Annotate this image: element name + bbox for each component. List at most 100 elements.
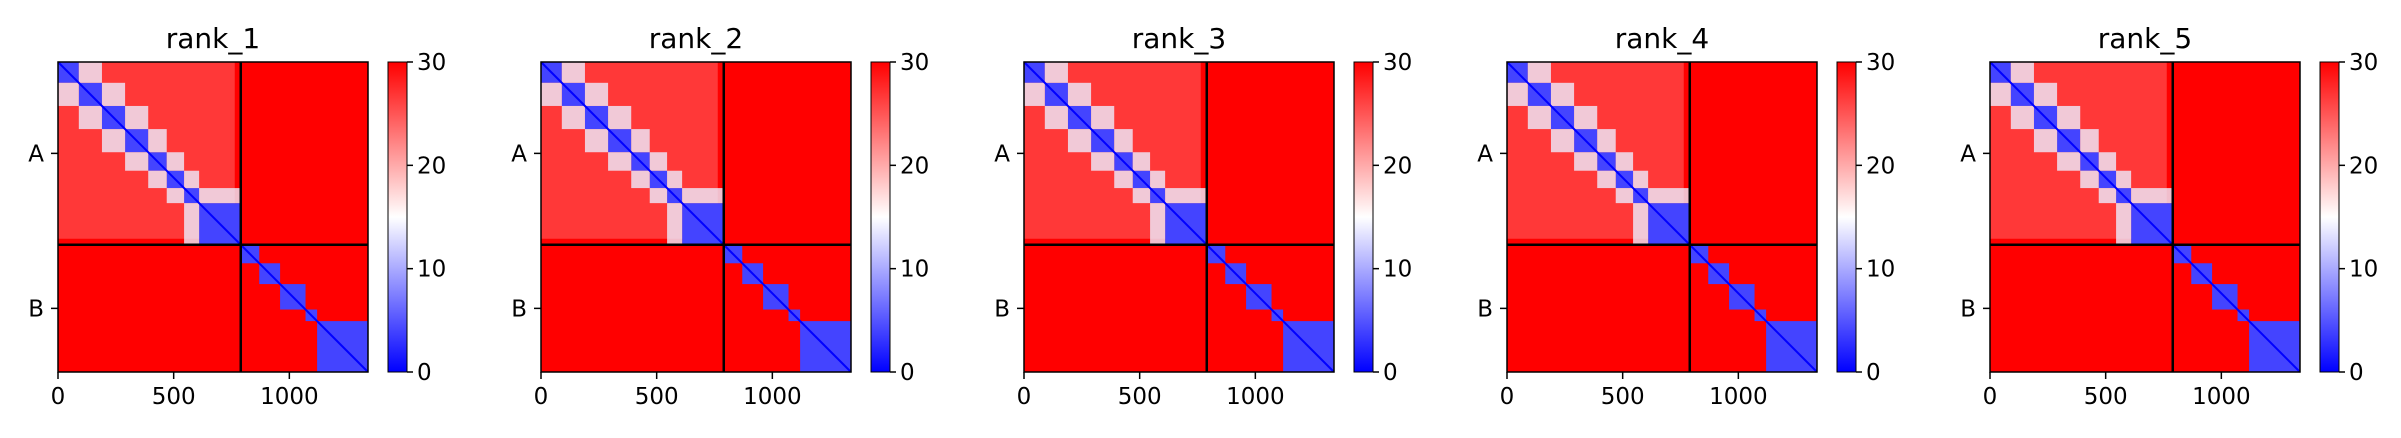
chain-label: A xyxy=(994,141,1010,167)
chain-label: B xyxy=(994,296,1010,322)
domain-coupling xyxy=(584,129,609,153)
x-tick-label: 0 xyxy=(534,384,549,410)
panel-frame xyxy=(540,61,852,373)
domain-coupling xyxy=(1527,62,1551,83)
domain-coupling xyxy=(101,129,126,153)
domain-coupling xyxy=(1114,170,1133,189)
domain-coupling xyxy=(608,152,632,171)
diagonal-line xyxy=(1989,61,2301,373)
panel-frame xyxy=(1989,61,2301,373)
domain-coupling xyxy=(78,62,102,83)
domain-coupling xyxy=(2098,152,2117,171)
colorbar-tick-label: 10 xyxy=(417,257,446,283)
colorbar-tick-label: 20 xyxy=(1866,153,1895,179)
domain-coupling xyxy=(2116,170,2132,189)
domain-coupling xyxy=(1150,203,1166,245)
domain-coupling xyxy=(2080,170,2099,189)
x-tick-label: 1000 xyxy=(2192,384,2251,410)
colorbar-tick-label: 20 xyxy=(900,153,929,179)
colorbar-tick-label: 30 xyxy=(1383,50,1412,76)
heatmap-panel-3: rank_3 0 500 1000 A B 0 10 20 30 xyxy=(994,22,1412,410)
colorbar-tick-label: 30 xyxy=(900,50,929,76)
domain-coupling xyxy=(2057,152,2081,171)
panel-frame xyxy=(57,61,369,373)
colorbar-tick-label: 0 xyxy=(900,360,915,386)
domain-coupling xyxy=(1132,152,1151,171)
x-tick-label: 500 xyxy=(2084,384,2128,410)
domain-coupling xyxy=(1615,152,1634,171)
diagonal-line xyxy=(57,61,369,373)
domain-coupling xyxy=(1150,170,1166,189)
domain-coupling xyxy=(561,105,585,130)
domain-coupling xyxy=(1648,188,1690,204)
domain-coupling xyxy=(1633,203,1649,245)
colorbar-tick-label: 10 xyxy=(900,257,929,283)
domain-coupling xyxy=(199,188,241,204)
domain-coupling xyxy=(1550,129,1575,153)
domain-coupling xyxy=(2080,129,2099,153)
domain-coupling xyxy=(631,170,650,189)
panel-title: rank_2 xyxy=(649,22,743,55)
colorbar-tick-label: 0 xyxy=(1383,360,1398,386)
domain-coupling xyxy=(2010,62,2034,83)
domain-coupling xyxy=(541,82,562,106)
domain-coupling xyxy=(1615,188,1634,204)
domain-coupling xyxy=(649,152,668,171)
colorbar-tick-label: 0 xyxy=(2349,360,2364,386)
panel-frame xyxy=(1023,61,1335,373)
domain-coupling xyxy=(78,105,102,130)
chain-label: B xyxy=(1960,296,1976,322)
domain-coupling xyxy=(1990,82,2011,106)
x-tick-label: 0 xyxy=(1017,384,1032,410)
domain-coupling xyxy=(649,188,668,204)
domain-coupling xyxy=(561,62,585,83)
domain-coupling xyxy=(166,152,185,171)
panel-frame xyxy=(1506,61,1818,373)
domain-coupling xyxy=(1044,105,1068,130)
domain-coupling xyxy=(1044,62,1068,83)
x-tick-label: 1000 xyxy=(1226,384,1285,410)
domain-coupling xyxy=(2057,105,2081,130)
heatmap-panel-2: rank_2 0 500 1000 A B 0 10 20 30 xyxy=(511,22,929,410)
panel-title: rank_1 xyxy=(166,22,260,55)
x-tick-label: 500 xyxy=(152,384,196,410)
colorbar-tick-label: 20 xyxy=(2349,153,2378,179)
chain-label: A xyxy=(1477,141,1493,167)
domain-coupling xyxy=(1132,188,1151,204)
heatmap-panel-5: rank_5 0 500 1000 A B 0 10 20 30 xyxy=(1960,22,2378,410)
domain-coupling xyxy=(1633,170,1649,189)
domain-coupling xyxy=(2033,129,2058,153)
colorbar xyxy=(870,61,891,373)
colorbar xyxy=(2319,61,2340,373)
x-tick-label: 0 xyxy=(1983,384,1998,410)
x-tick-label: 500 xyxy=(1601,384,1645,410)
panel-title: rank_5 xyxy=(2098,22,2192,55)
chain-label: A xyxy=(511,141,527,167)
colorbar-tick-label: 30 xyxy=(417,50,446,76)
colorbar-tick-label: 10 xyxy=(1866,257,1895,283)
chain-label: B xyxy=(511,296,527,322)
chain-label: B xyxy=(28,296,44,322)
domain-coupling xyxy=(2033,82,2058,106)
domain-coupling xyxy=(1574,152,1598,171)
colorbar-tick-label: 20 xyxy=(1383,153,1412,179)
domain-coupling xyxy=(166,188,185,204)
x-tick-label: 500 xyxy=(635,384,679,410)
colorbar-tick-label: 30 xyxy=(2349,50,2378,76)
domain-coupling xyxy=(2010,105,2034,130)
domain-coupling xyxy=(631,129,650,153)
x-tick-label: 1000 xyxy=(260,384,319,410)
domain-coupling xyxy=(148,129,167,153)
domain-coupling xyxy=(1597,170,1616,189)
domain-coupling xyxy=(667,203,683,245)
domain-coupling xyxy=(58,82,79,106)
diagonal-line xyxy=(1506,61,1818,373)
domain-coupling xyxy=(608,105,632,130)
colorbar xyxy=(387,61,408,373)
x-tick-label: 1000 xyxy=(743,384,802,410)
chain-label: B xyxy=(1477,296,1493,322)
domain-coupling xyxy=(1067,129,1092,153)
colorbar-tick-label: 10 xyxy=(1383,257,1412,283)
heatmap-panel-4: rank_4 0 500 1000 A B 0 10 20 30 xyxy=(1477,22,1895,410)
x-tick-label: 0 xyxy=(51,384,66,410)
